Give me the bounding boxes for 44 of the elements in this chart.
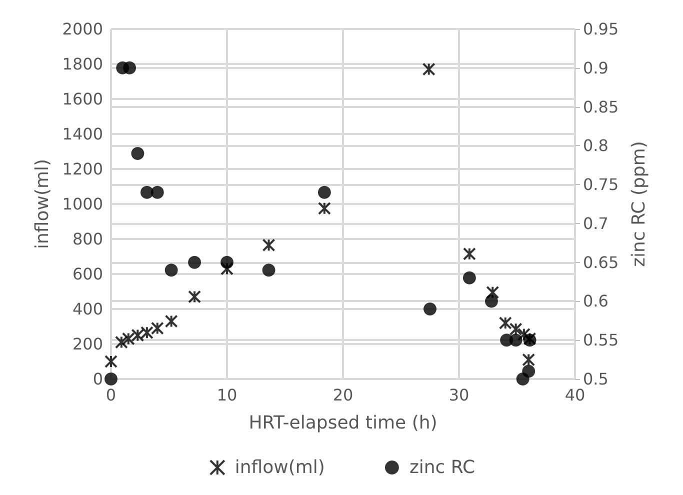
point — [123, 61, 136, 74]
y-tick-label: 2000 — [62, 20, 103, 38]
point — [131, 146, 144, 160]
y2-tick-label: 0.95 — [583, 20, 619, 38]
point — [262, 264, 276, 277]
y2-tick-label: 0.9 — [583, 58, 608, 78]
x-tick-label: 30 — [448, 386, 470, 404]
point — [424, 302, 436, 316]
y-tick-label: 600 — [72, 264, 103, 284]
y-tick-label: 800 — [72, 230, 103, 248]
x-axis-title: HRT-elapsed time (h) — [248, 412, 438, 434]
point — [522, 364, 536, 378]
point — [220, 256, 234, 269]
point — [484, 294, 498, 308]
y-tick-label: 1200 — [62, 160, 103, 178]
y-tick-label: 200 — [72, 334, 103, 354]
y-tick-label: 0 — [92, 370, 103, 388]
y2-tick-label: 0.8 — [583, 136, 608, 156]
y-axis-title: inflow(ml) — [32, 158, 53, 250]
point — [104, 372, 118, 386]
x-tick-label: 0 — [106, 386, 116, 404]
y-tick-label: 1000 — [62, 194, 103, 214]
point — [318, 186, 331, 199]
y2-tick-label: 0.55 — [583, 330, 619, 350]
y2-tick-label: 0.6 — [583, 292, 608, 311]
y2-axis-title: zinc RC (ppm) — [628, 141, 650, 267]
point — [462, 271, 476, 284]
x-tick-label: 20 — [332, 386, 354, 404]
y2-tick-label: 0.5 — [583, 370, 608, 388]
point — [188, 256, 202, 269]
x-tick-label: 40 — [564, 386, 586, 404]
point — [509, 334, 522, 347]
y2-tick-label: 0.7 — [583, 214, 608, 233]
y-tick-label: 1600 — [62, 90, 103, 108]
y2-tick-label: 0.85 — [583, 97, 619, 116]
y-tick-label: 1400 — [62, 124, 103, 144]
y-tick-label: 400 — [72, 300, 103, 318]
x-tick-label: 10 — [216, 386, 238, 404]
legend-label: zinc RC — [409, 457, 476, 478]
point — [164, 264, 178, 277]
y-tick-label: 1800 — [62, 54, 103, 74]
y2-tick-label: 0.65 — [583, 252, 619, 272]
point — [150, 186, 164, 199]
y2-tick-label: 0.75 — [583, 175, 619, 194]
